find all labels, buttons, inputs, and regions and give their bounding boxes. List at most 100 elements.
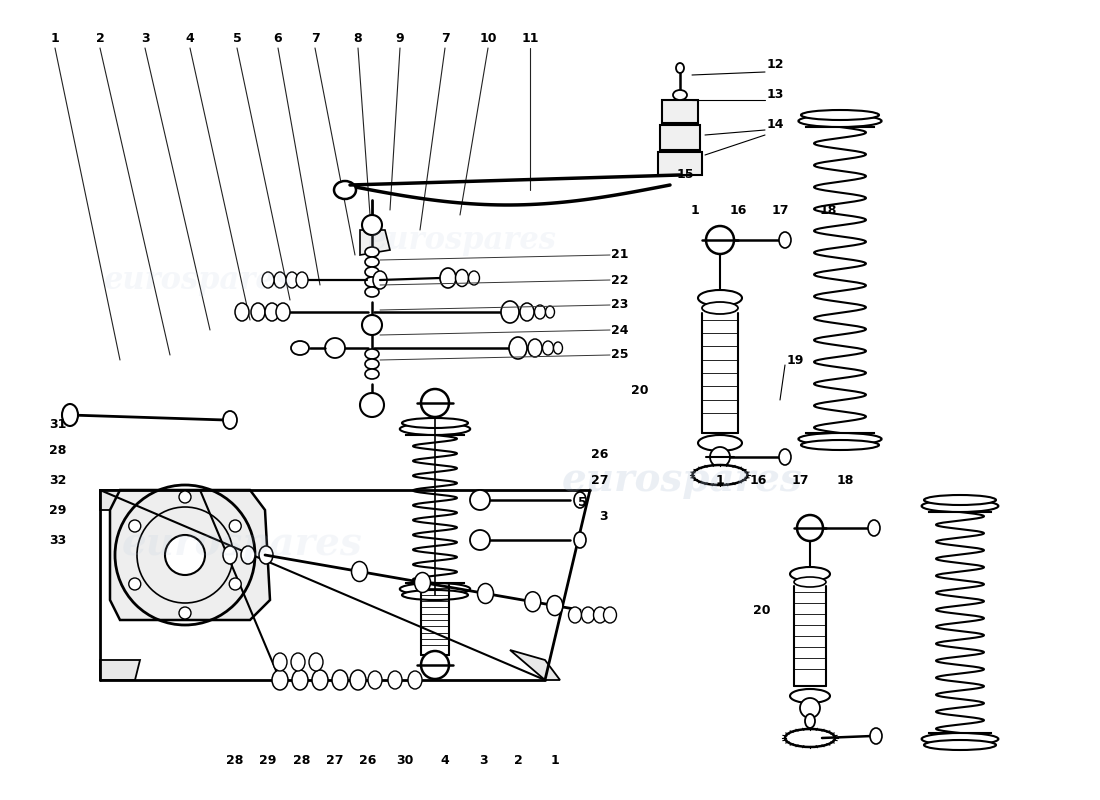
Ellipse shape <box>535 305 546 319</box>
Ellipse shape <box>547 595 563 616</box>
Text: 10: 10 <box>480 31 497 45</box>
Ellipse shape <box>528 339 542 357</box>
Ellipse shape <box>265 303 279 321</box>
Circle shape <box>179 491 191 503</box>
Ellipse shape <box>262 272 274 288</box>
Ellipse shape <box>702 302 738 314</box>
Circle shape <box>165 535 205 575</box>
Circle shape <box>229 520 241 532</box>
Polygon shape <box>100 660 140 680</box>
Ellipse shape <box>286 272 298 288</box>
Ellipse shape <box>415 573 430 593</box>
Ellipse shape <box>698 290 742 306</box>
Ellipse shape <box>594 607 606 623</box>
Ellipse shape <box>794 577 826 587</box>
Text: 1: 1 <box>551 754 560 766</box>
Text: 29: 29 <box>260 754 277 766</box>
Ellipse shape <box>258 546 273 564</box>
Text: 26: 26 <box>592 449 608 462</box>
Ellipse shape <box>546 306 554 318</box>
Text: eurospares: eurospares <box>562 461 802 499</box>
Circle shape <box>362 315 382 335</box>
Ellipse shape <box>500 301 519 323</box>
Ellipse shape <box>509 337 527 359</box>
Text: 17: 17 <box>791 474 808 486</box>
Ellipse shape <box>779 232 791 248</box>
Text: 5: 5 <box>578 495 586 509</box>
Ellipse shape <box>673 90 688 100</box>
Text: 28: 28 <box>227 754 244 766</box>
Ellipse shape <box>292 670 308 690</box>
Text: 31: 31 <box>50 418 67 431</box>
Ellipse shape <box>542 341 553 355</box>
Ellipse shape <box>373 271 387 289</box>
Text: 20: 20 <box>754 603 771 617</box>
Text: 15: 15 <box>676 169 694 182</box>
Ellipse shape <box>251 303 265 321</box>
Ellipse shape <box>365 287 380 297</box>
Ellipse shape <box>365 369 380 379</box>
Circle shape <box>129 520 141 532</box>
Ellipse shape <box>273 653 287 671</box>
Circle shape <box>179 607 191 619</box>
Text: 13: 13 <box>767 89 783 102</box>
Text: 19: 19 <box>786 354 804 366</box>
Text: 7: 7 <box>441 31 450 45</box>
Circle shape <box>710 447 730 467</box>
Ellipse shape <box>922 733 999 745</box>
Ellipse shape <box>399 583 470 595</box>
Ellipse shape <box>469 271 480 285</box>
Text: 21: 21 <box>612 249 629 262</box>
Circle shape <box>360 393 384 417</box>
Text: 12: 12 <box>767 58 783 71</box>
Text: eurospares: eurospares <box>562 461 802 499</box>
Text: 1: 1 <box>691 203 700 217</box>
Circle shape <box>129 578 141 590</box>
Ellipse shape <box>399 423 470 435</box>
Ellipse shape <box>799 433 881 445</box>
Text: 14: 14 <box>767 118 783 131</box>
Ellipse shape <box>223 411 236 429</box>
Ellipse shape <box>676 63 684 73</box>
Ellipse shape <box>350 670 366 690</box>
Text: 3: 3 <box>141 31 150 45</box>
Ellipse shape <box>292 341 309 355</box>
Text: 11: 11 <box>521 31 539 45</box>
Polygon shape <box>360 230 390 255</box>
Text: 16: 16 <box>729 203 747 217</box>
Circle shape <box>421 389 449 417</box>
Text: 28: 28 <box>50 443 67 457</box>
Text: 1: 1 <box>716 474 725 486</box>
Ellipse shape <box>805 714 815 728</box>
Ellipse shape <box>440 268 456 288</box>
Polygon shape <box>110 490 270 620</box>
Ellipse shape <box>312 670 328 690</box>
Ellipse shape <box>924 495 996 505</box>
Circle shape <box>324 338 345 358</box>
Circle shape <box>470 530 490 550</box>
Text: 3: 3 <box>478 754 487 766</box>
Ellipse shape <box>698 435 742 451</box>
Ellipse shape <box>799 115 881 127</box>
Ellipse shape <box>235 303 249 321</box>
Text: 27: 27 <box>592 474 608 486</box>
Ellipse shape <box>604 607 616 623</box>
Ellipse shape <box>924 740 996 750</box>
Ellipse shape <box>223 546 236 564</box>
Text: 24: 24 <box>612 323 629 337</box>
Text: 29: 29 <box>50 503 67 517</box>
Ellipse shape <box>790 567 830 581</box>
Ellipse shape <box>477 583 494 603</box>
Ellipse shape <box>296 272 308 288</box>
Ellipse shape <box>365 359 380 369</box>
Ellipse shape <box>870 728 882 744</box>
Ellipse shape <box>455 270 469 286</box>
Ellipse shape <box>801 440 879 450</box>
Ellipse shape <box>801 110 879 120</box>
Text: 33: 33 <box>50 534 67 546</box>
Ellipse shape <box>352 562 367 582</box>
Ellipse shape <box>292 653 305 671</box>
Circle shape <box>421 651 449 679</box>
Polygon shape <box>660 125 700 150</box>
Ellipse shape <box>569 607 582 623</box>
